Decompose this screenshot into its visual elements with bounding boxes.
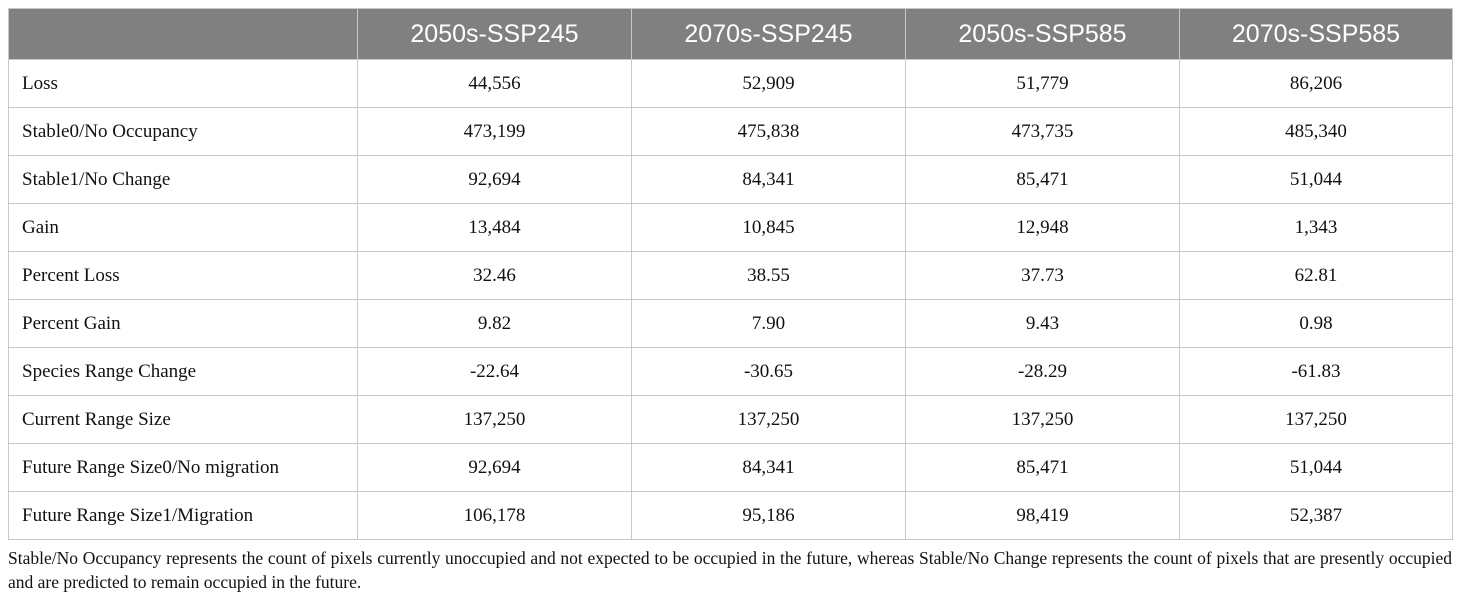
table-row: Species Range Change -22.64 -30.65 -28.29 -6… <box>8 347 1453 396</box>
column-header: 2070s-SSP585 <box>1179 8 1453 60</box>
cell-value: -22.64 <box>357 347 632 396</box>
cell-value: 62.81 <box>1179 251 1453 300</box>
cell-value: -61.83 <box>1179 347 1453 396</box>
cell-value: -30.65 <box>631 347 906 396</box>
cell-value: 38.55 <box>631 251 906 300</box>
cell-value: 13,484 <box>357 203 632 252</box>
footnote: Stable/No Occupancy represents the count… <box>8 548 1452 592</box>
cell-value: 52,909 <box>631 59 906 108</box>
cell-value: 92,694 <box>357 155 632 204</box>
cell-value: 1,343 <box>1179 203 1453 252</box>
table-row: Stable1/No Change 92,694 84,341 85,471 51,04… <box>8 155 1453 204</box>
table-row: Future Range Size0/No migration 92,694 84,… <box>8 443 1453 492</box>
cell-value: 7.90 <box>631 299 906 348</box>
row-label: Current Range Size <box>8 395 358 444</box>
cell-value: 86,206 <box>1179 59 1453 108</box>
row-label: Species Range Change <box>8 347 358 396</box>
cell-value: 85,471 <box>905 443 1180 492</box>
table-row: Future Range Size1/Migration 106,178 95,18… <box>8 491 1453 540</box>
cell-value: 473,199 <box>357 107 632 156</box>
row-label: Stable1/No Change <box>8 155 358 204</box>
cell-value: 44,556 <box>357 59 632 108</box>
cell-value: 9.82 <box>357 299 632 348</box>
row-label: Future Range Size1/Migration <box>8 491 358 540</box>
table-row: Current Range Size 137,250 137,250 137,250 1… <box>8 395 1453 444</box>
table-body: Loss 44,556 52,909 51,779 86,206 Stable0/No O… <box>8 59 1453 540</box>
cell-value: 137,250 <box>357 395 632 444</box>
cell-value: 52,387 <box>1179 491 1453 540</box>
row-label: Percent Loss <box>8 251 358 300</box>
table-row: Percent Gain 9.82 7.90 9.43 0.98 <box>8 299 1453 348</box>
cell-value: 137,250 <box>631 395 906 444</box>
row-label: Future Range Size0/No migration <box>8 443 358 492</box>
cell-value: 106,178 <box>357 491 632 540</box>
cell-value: 85,471 <box>905 155 1180 204</box>
cell-value: 92,694 <box>357 443 632 492</box>
column-header: 2050s-SSP245 <box>357 8 632 60</box>
cell-value: 9.43 <box>905 299 1180 348</box>
cell-value: 0.98 <box>1179 299 1453 348</box>
cell-value: 51,044 <box>1179 155 1453 204</box>
header-row: 2050s-SSP245 2070s-SSP245 2050s-SSP585 2070… <box>8 8 1453 60</box>
cell-value: 473,735 <box>905 107 1180 156</box>
cell-value: 98,419 <box>905 491 1180 540</box>
cell-value: 95,186 <box>631 491 906 540</box>
cell-value: 84,341 <box>631 443 906 492</box>
cell-value: 475,838 <box>631 107 906 156</box>
cell-value: 137,250 <box>905 395 1180 444</box>
table-row: Loss 44,556 52,909 51,779 86,206 <box>8 59 1453 108</box>
cell-value: 137,250 <box>1179 395 1453 444</box>
column-header: 2070s-SSP245 <box>631 8 906 60</box>
corner-cell <box>8 8 358 60</box>
row-label: Percent Gain <box>8 299 358 348</box>
cell-value: 51,779 <box>905 59 1180 108</box>
cell-value: 12,948 <box>905 203 1180 252</box>
cell-value: -28.29 <box>905 347 1180 396</box>
cell-value: 51,044 <box>1179 443 1453 492</box>
row-label: Loss <box>8 59 358 108</box>
column-header: 2050s-SSP585 <box>905 8 1180 60</box>
row-label: Gain <box>8 203 358 252</box>
row-label: Stable0/No Occupancy <box>8 107 358 156</box>
cell-value: 10,845 <box>631 203 906 252</box>
table-row: Percent Loss 32.46 38.55 37.73 62.81 <box>8 251 1453 300</box>
cell-value: 32.46 <box>357 251 632 300</box>
table-row: Stable0/No Occupancy 473,199 475,838 473,73… <box>8 107 1453 156</box>
table-row: Gain 13,484 10,845 12,948 1,343 <box>8 203 1453 252</box>
cell-value: 485,340 <box>1179 107 1453 156</box>
cell-value: 84,341 <box>631 155 906 204</box>
data-table: 2050s-SSP245 2070s-SSP245 2050s-SSP585 2070… <box>8 8 1453 540</box>
cell-value: 37.73 <box>905 251 1180 300</box>
